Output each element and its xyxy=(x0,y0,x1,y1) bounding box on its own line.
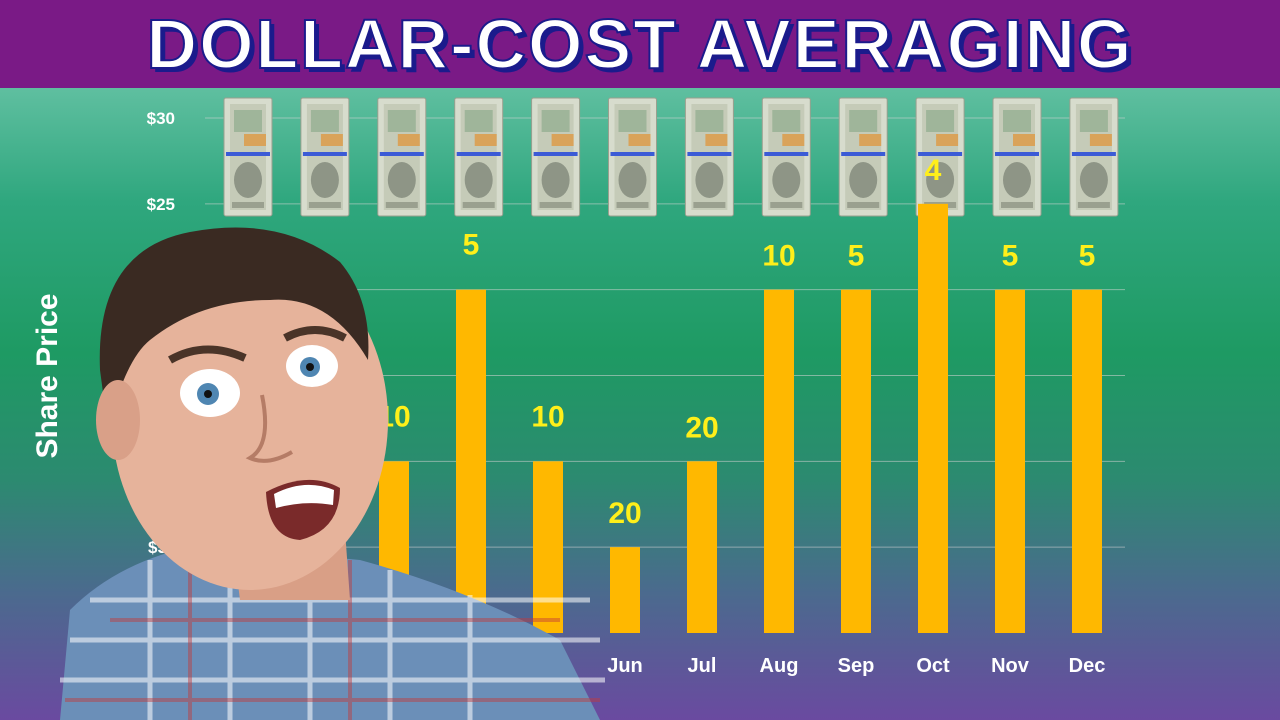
x-tick-label: Aug xyxy=(760,655,799,677)
bar-label: 4 xyxy=(925,154,942,187)
bar xyxy=(610,547,640,633)
hundred-dollar-bill-icon xyxy=(1069,97,1119,217)
title-banner: DOLLAR-COST AVERAGING xyxy=(0,0,1280,88)
x-tick-label: Jul xyxy=(688,655,717,677)
y-tick-label: $30 xyxy=(147,109,175,128)
bar-label: 20 xyxy=(685,411,718,444)
bar-label: 5 xyxy=(1079,240,1096,273)
y-tick-label: $25 xyxy=(147,195,175,214)
x-tick-label: Nov xyxy=(991,655,1030,677)
x-tick-label: Sep xyxy=(838,655,875,677)
hundred-dollar-bill-icon xyxy=(761,97,811,217)
bar-label: 10 xyxy=(531,400,564,433)
x-tick-label: Dec xyxy=(1069,655,1106,677)
bar xyxy=(764,289,794,633)
x-tick-label: Jun xyxy=(607,655,643,677)
bar xyxy=(533,461,563,633)
y-axis-title: Share Price xyxy=(31,293,64,458)
bar xyxy=(918,203,948,634)
bar xyxy=(687,461,717,633)
bar xyxy=(1072,289,1102,633)
x-tick-label: Oct xyxy=(916,655,950,677)
bar-label: 20 xyxy=(608,497,641,530)
bar-label: 5 xyxy=(463,229,480,262)
bar xyxy=(995,289,1025,633)
page-title: DOLLAR-COST AVERAGING xyxy=(146,4,1134,84)
hundred-dollar-bill-icon xyxy=(838,97,888,217)
bar-label: 5 xyxy=(1002,240,1019,273)
x-axis-labels: Jun Jul Aug Sep Oct Nov Dec xyxy=(607,655,1105,677)
y-axis-ticks: $30$25$5 xyxy=(147,109,175,557)
hundred-dollar-bill-icon xyxy=(992,97,1042,217)
bar xyxy=(456,289,486,633)
bar-label: 10 xyxy=(762,240,795,273)
bar xyxy=(841,289,871,633)
hundred-dollar-bill-icon xyxy=(684,97,734,217)
bar-label: 5 xyxy=(848,240,865,273)
presenter-photo xyxy=(60,227,605,720)
